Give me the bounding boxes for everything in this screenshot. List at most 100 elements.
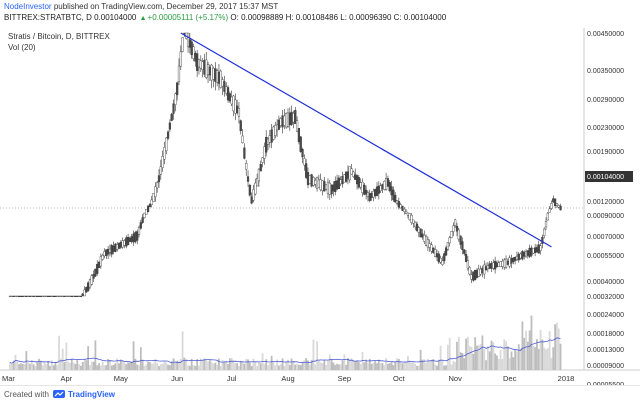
volume-bar — [396, 358, 398, 370]
volume-bar — [221, 359, 224, 370]
candle — [156, 180, 159, 193]
volume-bar — [298, 364, 300, 370]
legend-volume: Vol (20) — [8, 43, 36, 52]
volume-bar — [325, 365, 328, 370]
volume-bar — [505, 341, 507, 370]
volume-bar — [136, 364, 139, 370]
candle — [274, 121, 277, 139]
volume-bar — [279, 364, 282, 370]
candle — [168, 119, 171, 132]
candle — [394, 191, 397, 203]
candle — [241, 129, 244, 144]
volume-bar — [276, 359, 278, 370]
volume-bar — [457, 336, 460, 370]
x-tick-label: Nov — [448, 374, 462, 383]
volume-bar — [212, 363, 215, 370]
volume-bar — [483, 348, 486, 370]
volume-bar — [387, 363, 389, 370]
volume-bar — [494, 353, 497, 370]
candle — [246, 170, 250, 187]
candle — [72, 295, 75, 298]
price-chart[interactable]: 0.00450000 0.00350000 0.00290000 0.00230000… — [0, 28, 640, 385]
volume-bar — [138, 365, 140, 370]
volume-bar — [465, 338, 467, 370]
volume-bar — [285, 361, 288, 370]
candle — [94, 268, 97, 277]
volume-bar — [125, 364, 128, 370]
y-tick-label: 0.00024000 — [587, 312, 624, 319]
volume-bar — [107, 359, 110, 370]
volume-bar — [305, 358, 308, 370]
volume-bar — [25, 351, 28, 370]
candle — [239, 119, 242, 135]
candle — [272, 125, 275, 141]
candle — [252, 184, 255, 203]
candle — [16, 295, 19, 298]
candle — [163, 141, 166, 165]
candle — [256, 173, 259, 187]
volume-bar — [219, 365, 222, 370]
volume-bar — [41, 365, 44, 370]
volume-bar — [14, 354, 17, 370]
candle — [434, 245, 437, 258]
volume-bar — [30, 360, 33, 370]
volume-bar — [69, 362, 71, 370]
volume-bar — [205, 359, 208, 370]
volume-bar — [27, 362, 30, 370]
volume-bar — [341, 360, 344, 370]
created-with-label: Created with — [4, 390, 49, 399]
volume-bar — [446, 344, 449, 370]
volume-bar — [497, 358, 500, 370]
candle — [134, 230, 137, 244]
volume-bar — [103, 365, 106, 370]
candle — [52, 295, 55, 298]
volume-bar — [134, 358, 137, 370]
volume-bar — [445, 365, 447, 370]
x-tick-label: Dec — [503, 374, 517, 383]
candle — [257, 167, 261, 187]
volume-bar — [361, 351, 364, 370]
volume-bar — [96, 365, 99, 370]
candle — [136, 229, 139, 245]
author-link[interactable]: NodeInvestor — [4, 2, 52, 11]
candle — [468, 266, 471, 276]
volume-bar — [85, 360, 88, 370]
candle — [172, 99, 175, 120]
candle — [68, 295, 72, 298]
volume-bar — [208, 360, 211, 370]
volume-bar — [228, 358, 231, 370]
volume-bar — [198, 365, 200, 370]
candle — [350, 164, 353, 175]
volume-bar — [316, 341, 318, 370]
volume-bar — [374, 360, 377, 370]
volume-bar — [301, 361, 304, 370]
volume-bar — [290, 358, 293, 370]
candle — [85, 286, 88, 293]
volume-bar — [225, 361, 228, 370]
volume-bar — [296, 363, 298, 370]
tradingview-brand-link[interactable]: TradingView — [68, 390, 115, 399]
volume-bar — [196, 359, 199, 370]
volume-bar — [32, 364, 35, 370]
candle — [301, 147, 304, 164]
volume-bar — [359, 363, 362, 370]
volume-bar — [307, 360, 309, 370]
volume-bar — [347, 358, 349, 370]
y-tick-label: 0.00070000 — [587, 234, 624, 241]
volume-bar — [337, 364, 340, 370]
volume-bar — [49, 365, 51, 370]
candle — [546, 212, 549, 221]
volume-bar — [176, 360, 179, 370]
candle — [87, 281, 90, 292]
volume-bar — [521, 321, 524, 370]
trend-line[interactable] — [180, 32, 552, 248]
volume-bar — [254, 361, 257, 370]
volume-bar — [543, 347, 546, 370]
y-tick-label: 0.00190000 — [587, 149, 624, 156]
candle — [521, 250, 524, 261]
volume-bar — [294, 364, 297, 370]
candle — [457, 227, 460, 242]
volume-bar — [72, 362, 75, 370]
candle — [397, 197, 400, 210]
candle — [47, 295, 50, 298]
